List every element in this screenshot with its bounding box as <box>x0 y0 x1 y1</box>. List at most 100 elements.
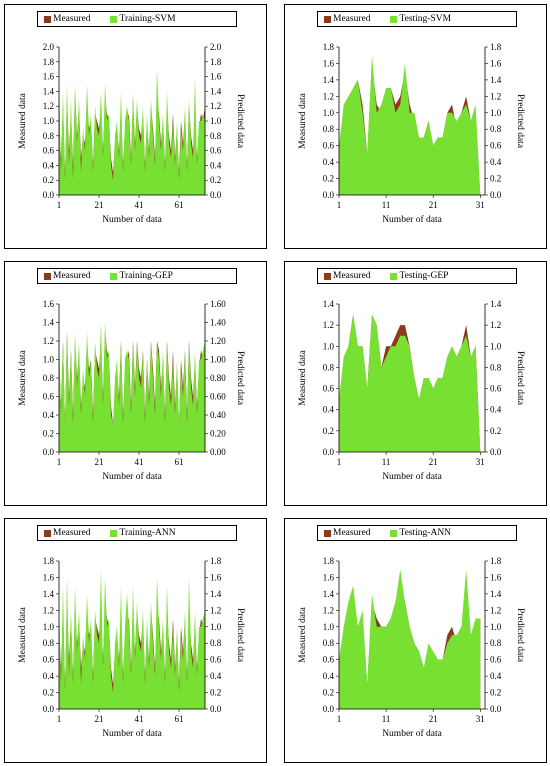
series-area-predicted <box>59 322 205 452</box>
y-tick-label: 0.6 <box>323 141 335 151</box>
y-tick-label: 0.2 <box>43 688 54 698</box>
y-tick-label: 0.2 <box>323 688 334 698</box>
y-tick-label: 0.0 <box>323 447 335 457</box>
y-tick-label: 0.0 <box>323 704 335 714</box>
x-tick-label: 21 <box>429 200 438 210</box>
x-tick-label: 41 <box>135 457 144 467</box>
legend: Measured Testing-SVM <box>317 11 517 27</box>
y-tick-label: 1.6 <box>323 58 335 68</box>
x-axis-label: Number of data <box>382 214 442 225</box>
legend-swatch <box>390 272 398 280</box>
legend-item: Testing-ANN <box>390 528 451 538</box>
legend-item: Measured <box>324 528 370 538</box>
y-right-tick-label: 0.2 <box>490 426 501 436</box>
y-axis-label-right: Predicted data <box>515 608 525 663</box>
y-tick-label: 0.0 <box>323 190 335 200</box>
y-right-tick-label: 1.8 <box>210 57 222 67</box>
legend-swatch <box>44 529 51 537</box>
y-right-tick-label: 0.4 <box>490 671 502 681</box>
y-right-tick-label: 0.8 <box>490 124 502 134</box>
y-right-tick-label: 1.0 <box>490 622 502 632</box>
y-tick-label: 0.0 <box>43 447 55 457</box>
y-axis-label-right: Predicted data <box>515 94 525 149</box>
y-right-tick-label: 0.6 <box>490 141 502 151</box>
legend-swatch <box>324 15 331 23</box>
y-tick-label: 1.2 <box>43 101 54 111</box>
y-right-tick-label: 1.8 <box>490 42 502 52</box>
y-tick-label: 1.2 <box>323 605 334 615</box>
chart-svg: 0.0 0.0 0.2 0.2 0.4 0.4 0.6 0.6 0.8 0.8 1.0 1.0 1.2 1… <box>298 42 525 225</box>
y-right-tick-label: 0.6 <box>490 384 502 394</box>
x-axis-label: Number of data <box>102 728 162 739</box>
y-axis-label-left: Measured data <box>298 606 308 662</box>
y-right-tick-label: 1.4 <box>490 589 502 599</box>
y-right-tick-label: 0.4 <box>210 671 222 681</box>
series-area-predicted <box>339 55 481 195</box>
x-tick-label: 1 <box>337 714 342 724</box>
legend-item: Testing-SVM <box>390 14 451 24</box>
x-tick-label: 11 <box>382 200 391 210</box>
x-tick-label: 21 <box>429 714 438 724</box>
y-right-tick-label: 1.40 <box>210 318 226 328</box>
legend-label: Testing-SVM <box>399 14 452 24</box>
y-right-tick-label: 0.60 <box>210 392 226 402</box>
y-tick-label: 0.4 <box>323 157 335 167</box>
legend-item: Training-ANN <box>110 528 176 538</box>
legend-swatch <box>324 529 331 537</box>
y-axis-label-left: Measured data <box>298 92 308 148</box>
y-right-tick-label: 0.8 <box>210 131 222 141</box>
legend-item: Measured <box>324 271 370 281</box>
legend-label: Measured <box>53 14 91 24</box>
y-right-tick-label: 2.0 <box>210 42 222 52</box>
y-right-tick-label: 0.80 <box>210 373 226 383</box>
x-tick-label: 21 <box>95 200 104 210</box>
y-tick-label: 0.4 <box>323 405 335 415</box>
legend: Measured Testing-GEP <box>317 268 517 284</box>
legend-item: Testing-GEP <box>390 271 448 281</box>
chart-svg: 0.0 0.0 0.2 0.2 0.4 0.4 0.6 0.6 0.8 0.8 1.0 1.0 1.2 1… <box>298 299 525 482</box>
y-axis-label-right: Predicted data <box>235 94 245 149</box>
series-area-predicted <box>339 314 481 452</box>
legend-label: Measured <box>333 271 371 281</box>
legend-label: Training-GEP <box>119 271 173 281</box>
legend-swatch <box>390 15 398 23</box>
y-right-tick-label: 1.2 <box>490 605 501 615</box>
y-right-tick-label: 1.60 <box>210 299 226 309</box>
legend: Measured Training-SVM <box>37 11 237 27</box>
y-right-tick-label: 1.6 <box>490 58 502 68</box>
x-tick-label: 11 <box>382 714 391 724</box>
y-tick-label: 1.0 <box>323 108 335 118</box>
y-tick-label: 0.6 <box>43 146 55 156</box>
y-tick-label: 1.8 <box>43 556 55 566</box>
y-tick-label: 0.8 <box>323 124 335 134</box>
y-tick-label: 0.2 <box>323 174 334 184</box>
y-tick-label: 1.4 <box>43 86 55 96</box>
y-tick-label: 0.2 <box>43 175 54 185</box>
y-right-tick-label: 1.00 <box>210 355 226 365</box>
y-tick-label: 0.8 <box>323 362 335 372</box>
y-right-tick-label: 1.2 <box>490 320 501 330</box>
y-tick-label: 1.4 <box>43 589 55 599</box>
x-tick-label: 61 <box>175 457 184 467</box>
y-axis-label-right: Predicted data <box>515 351 525 406</box>
y-right-tick-label: 1.2 <box>210 101 221 111</box>
y-right-tick-label: 1.6 <box>210 572 222 582</box>
y-right-tick-label: 1.20 <box>210 336 226 346</box>
chart-svg: 0.0 0.0 0.2 0.2 0.4 0.4 0.6 0.6 0.8 0.8 1.0 1.0 1.2 1… <box>18 556 245 739</box>
x-tick-label: 31 <box>476 457 485 467</box>
y-tick-label: 1.8 <box>43 57 55 67</box>
y-right-tick-label: 0.6 <box>490 655 502 665</box>
y-right-tick-label: 0.2 <box>490 688 501 698</box>
x-tick-label: 31 <box>476 714 485 724</box>
x-tick-label: 31 <box>476 200 485 210</box>
y-tick-label: 0.4 <box>43 160 55 170</box>
legend-item: Measured <box>44 528 90 538</box>
legend-label: Training-SVM <box>119 14 176 24</box>
y-axis-label-right: Predicted data <box>235 351 245 406</box>
y-tick-label: 0.4 <box>43 410 55 420</box>
legend-swatch <box>110 529 118 537</box>
x-tick-label: 41 <box>135 714 144 724</box>
y-right-tick-label: 1.4 <box>490 75 502 85</box>
legend: Measured Testing-ANN <box>317 525 517 541</box>
legend-item: Measured <box>324 14 370 24</box>
